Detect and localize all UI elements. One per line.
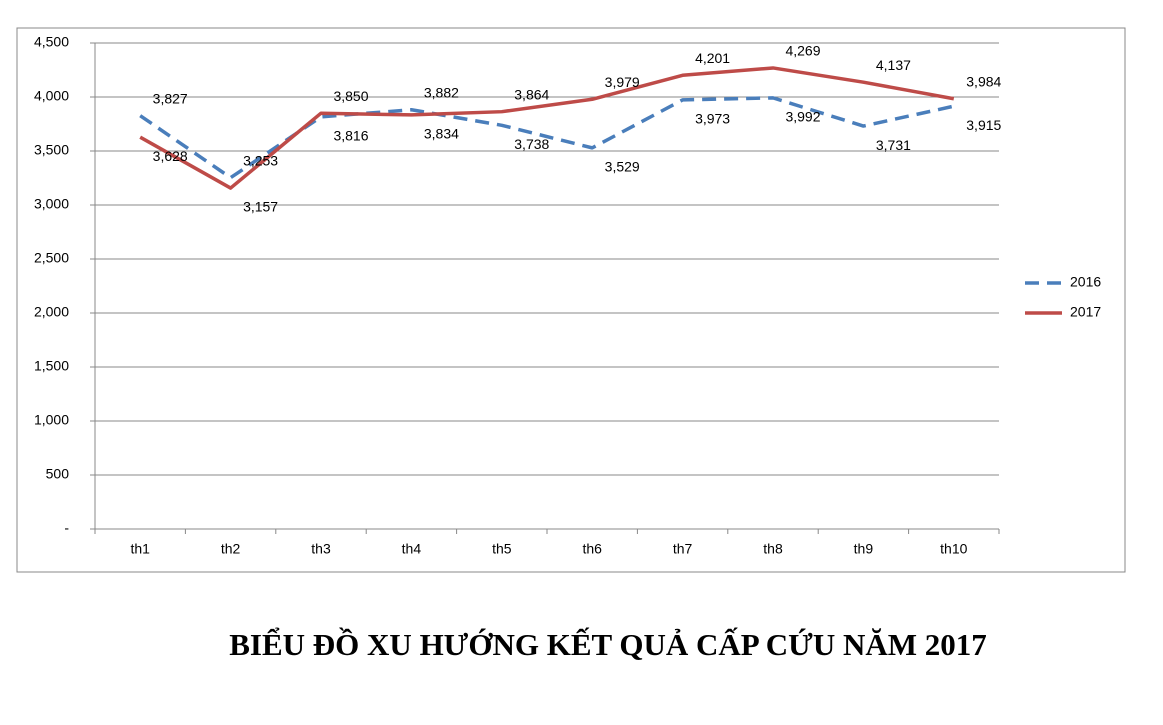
data-label: 4,269 [785,43,820,59]
data-label: 3,738 [514,136,549,152]
y-tick-label: 1,500 [34,358,69,374]
data-label: 3,834 [424,126,459,142]
y-tick-label: 4,500 [34,34,69,50]
x-tick-label: th9 [854,541,874,557]
x-tick-label: th2 [221,541,241,557]
y-tick-label: 500 [46,466,70,482]
y-tick-label: 4,000 [34,88,69,104]
data-label: 3,157 [243,199,278,215]
data-label: 3,253 [243,152,278,168]
y-tick-label: 3,500 [34,142,69,158]
data-label: 3,816 [333,128,368,144]
data-label: 3,915 [966,117,1001,133]
data-label: 4,201 [695,50,730,66]
data-label: 3,992 [785,109,820,125]
legend-label: 2017 [1070,304,1101,320]
series-line [139,96,955,180]
data-label: 3,984 [966,73,1001,89]
x-tick-label: th1 [130,541,150,557]
data-label: 3,979 [605,74,640,90]
legend-label: 2016 [1070,274,1101,290]
y-tick-label: 2,000 [34,304,69,320]
data-label: 3,731 [876,137,911,153]
data-label: 3,882 [424,84,459,100]
chart-title: BIỂU ĐỒ XU HƯỚNG KẾT QUẢ CẤP CỨU NĂM 201… [229,626,987,662]
x-tick-label: th6 [582,541,602,557]
x-tick-label: th10 [940,541,967,557]
x-tick-label: th4 [402,541,422,557]
data-label: 3,850 [333,88,368,104]
y-tick-label: 2,500 [34,250,69,266]
x-tick-label: th8 [763,541,783,557]
data-label: 4,137 [876,57,911,73]
x-tick-label: th3 [311,541,331,557]
x-tick-label: th5 [492,541,512,557]
chart-frame [16,27,1126,573]
data-label: 3,827 [153,90,188,106]
y-tick-label: 1,000 [34,412,69,428]
data-label: 3,628 [153,148,188,164]
data-label: 3,864 [514,86,549,102]
y-tick-label: 3,000 [34,196,69,212]
series-line [139,66,955,190]
y-tick-label: - [64,520,69,536]
data-label: 3,529 [605,159,640,175]
x-tick-label: th7 [673,541,693,557]
data-label: 3,973 [695,111,730,127]
